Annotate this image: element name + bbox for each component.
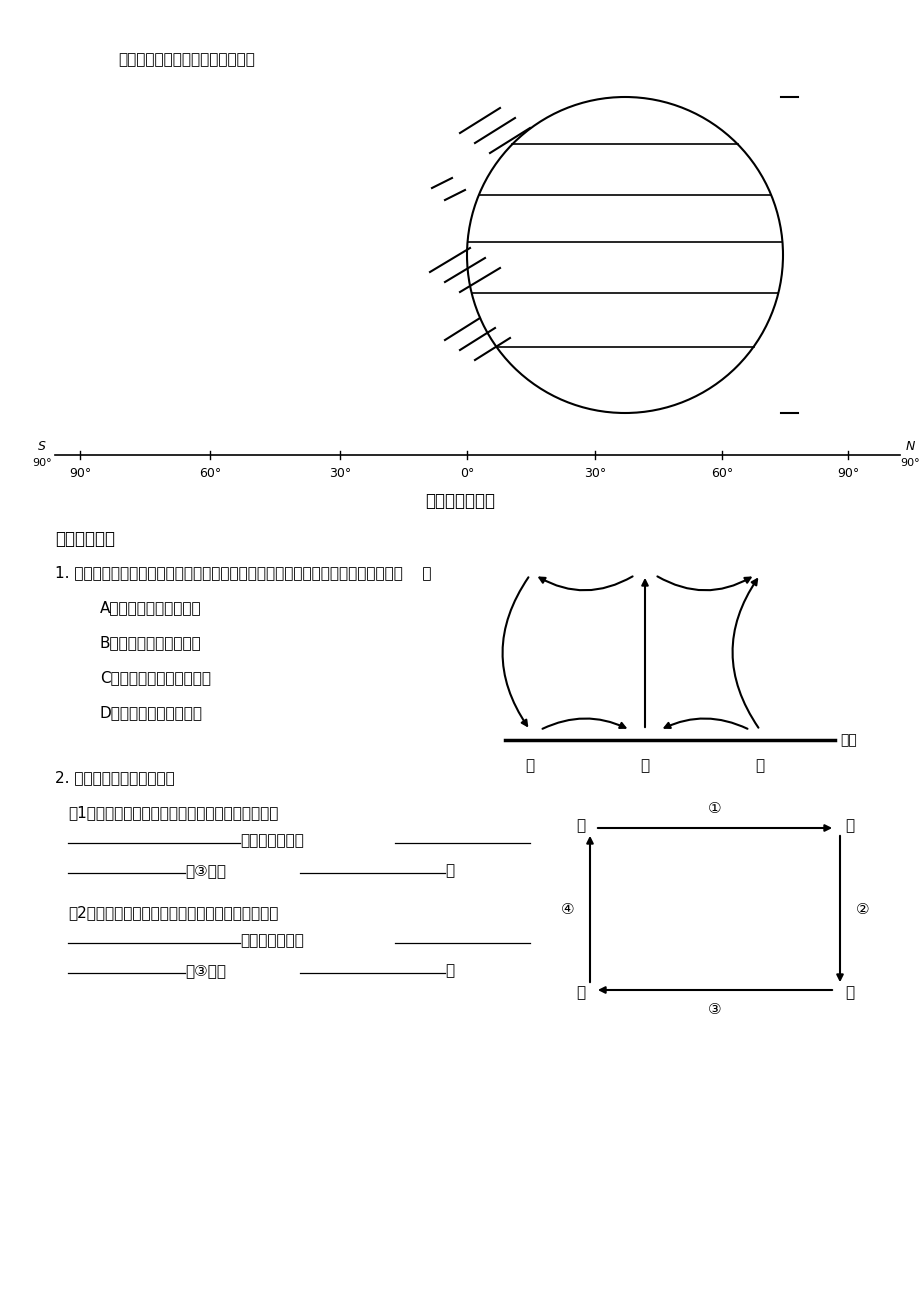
Text: B．该环流圈为低纬环流: B．该环流圈为低纬环流 (100, 635, 201, 650)
Text: 气压带，乙表示: 气压带，乙表示 (240, 934, 303, 948)
Text: ②: ② (855, 901, 868, 917)
Text: （2）若右图表示三圈环流中的中纬环流，则甲表示: （2）若右图表示三圈环流中的中纬环流，则甲表示 (68, 905, 278, 921)
Text: ④: ④ (560, 901, 573, 917)
Text: 地面: 地面 (839, 733, 856, 747)
Text: 【当堂检测】: 【当堂检测】 (55, 530, 115, 548)
Text: （1）若右图表示三圈环流中的低纬环流，则甲表示: （1）若右图表示三圈环流中的低纬环流，则甲表示 (68, 805, 278, 820)
Text: 气压带，乙表示: 气压带，乙表示 (240, 833, 303, 848)
Text: 丙: 丙 (575, 818, 584, 833)
Text: ③: ③ (708, 1003, 721, 1017)
Text: A．该环流圈为高纬环流: A．该环流圈为高纬环流 (100, 600, 201, 615)
Text: 乙: 乙 (844, 986, 853, 1000)
Text: 甲: 甲 (575, 986, 584, 1000)
Text: 之间的风向，并写出风带的名称。: 之间的风向，并写出风带的名称。 (118, 52, 255, 66)
Text: 90°: 90° (836, 467, 858, 480)
Text: 。: 。 (445, 863, 454, 878)
Text: ，③表示: ，③表示 (185, 963, 226, 978)
Text: 乙: 乙 (754, 758, 764, 773)
Text: 三圈环流变式图: 三圈环流变式图 (425, 492, 494, 510)
Text: 90°: 90° (899, 458, 919, 467)
Text: 90°: 90° (69, 467, 91, 480)
Text: C．甲地为副热带高气压带: C．甲地为副热带高气压带 (100, 671, 210, 685)
Text: N: N (904, 440, 913, 453)
Text: ①: ① (708, 801, 721, 816)
Text: 30°: 30° (584, 467, 606, 480)
Text: ，③表示: ，③表示 (185, 863, 226, 878)
Text: 丁: 丁 (844, 818, 853, 833)
Text: 。: 。 (445, 963, 454, 978)
Text: 60°: 60° (710, 467, 732, 480)
Text: D．乙地为赤道低气压带: D．乙地为赤道低气压带 (100, 704, 203, 720)
Text: 0°: 0° (460, 467, 473, 480)
Text: S: S (38, 440, 46, 453)
Text: 丙: 丙 (640, 758, 649, 773)
Text: 1. 若右图为北半球三圈环流的一部分，且甲地纬度较乙地低，则下列叙述正确的是（    ）: 1. 若右图为北半球三圈环流的一部分，且甲地纬度较乙地低，则下列叙述正确的是（ … (55, 565, 431, 579)
Text: 30°: 30° (328, 467, 351, 480)
Text: 90°: 90° (32, 458, 51, 467)
Text: 2. 读右图，回答下列问题：: 2. 读右图，回答下列问题： (55, 769, 175, 785)
Text: 60°: 60° (199, 467, 221, 480)
Text: 甲: 甲 (525, 758, 534, 773)
